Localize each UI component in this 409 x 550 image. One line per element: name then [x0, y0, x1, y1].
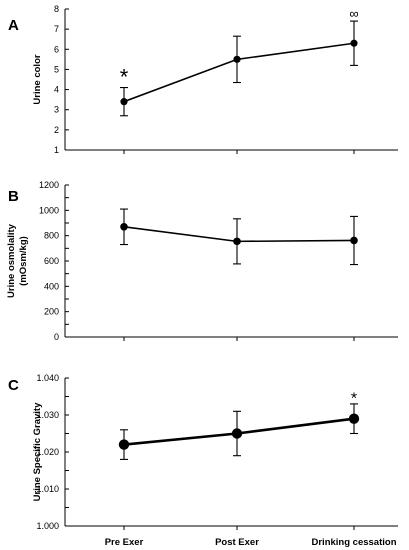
panel-label: A: [8, 17, 19, 34]
y-tick-label: 800: [44, 231, 59, 241]
y-tick-label: 7: [54, 24, 59, 34]
series-line: [123, 42, 355, 103]
y-tick-label: 1200: [39, 180, 59, 190]
y-tick-label: 8: [54, 4, 59, 14]
y-axis-title-line: Urine osmolality: [6, 223, 17, 298]
significance-marker: ∞: [349, 6, 358, 21]
y-tick-label: 1.000: [36, 521, 59, 531]
chart-panel-a: A Urine color 1 2 3 4 5 6 7 8 * ∞: [8, 4, 398, 155]
significance-marker: *: [120, 64, 129, 89]
data-point: [350, 236, 358, 245]
panel-label: C: [8, 377, 19, 394]
y-tick-label: 1: [54, 145, 59, 155]
y-axis-title-line: (mOsm/kg): [18, 236, 29, 286]
y-tick-label: 0: [54, 332, 59, 342]
chart-panel-c: C Urine Specific Gravity 1.000 1.010 1.020 1.…: [8, 373, 398, 548]
data-point: [118, 439, 130, 450]
chart-panel-b: B Urine osmolality(mOsm/kg) 0 200 400 600 800 1…: [6, 180, 398, 342]
data-point: [231, 428, 243, 439]
data-point: [348, 413, 360, 424]
y-tick-label: 2: [54, 125, 59, 135]
y-tick-label: 4: [54, 85, 59, 95]
y-tick-label: 1000: [39, 205, 59, 215]
data-point: [120, 223, 128, 231]
data-point: [120, 98, 128, 106]
y-tick-label: 400: [44, 281, 59, 291]
x-category-label: Pre Exer: [105, 537, 144, 548]
y-tick-label: 5: [54, 64, 59, 74]
y-tick-label: 1.040: [36, 373, 59, 383]
y-tick-label: 1.010: [36, 484, 59, 494]
data-point: [350, 39, 358, 47]
y-tick-label: 200: [44, 307, 59, 317]
significance-marker: *: [351, 391, 357, 408]
y-tick-label: 6: [54, 44, 59, 54]
y-tick-label: 600: [44, 256, 59, 266]
y-tick-label: 3: [54, 105, 59, 115]
x-category-label: Drinking cessation: [312, 537, 397, 548]
y-axis-title: Urine color: [32, 54, 43, 104]
panel-label: B: [8, 188, 19, 205]
data-point: [233, 55, 241, 63]
data-point: [233, 237, 241, 246]
y-tick-label: 1.030: [36, 410, 59, 420]
y-axis-title: Urine osmolality(mOsm/kg): [6, 223, 29, 298]
x-category-label: Post Exer: [215, 537, 259, 548]
y-tick-label: 1.020: [36, 447, 59, 457]
y-axis-title: Urine Specific Gravity: [32, 402, 43, 501]
